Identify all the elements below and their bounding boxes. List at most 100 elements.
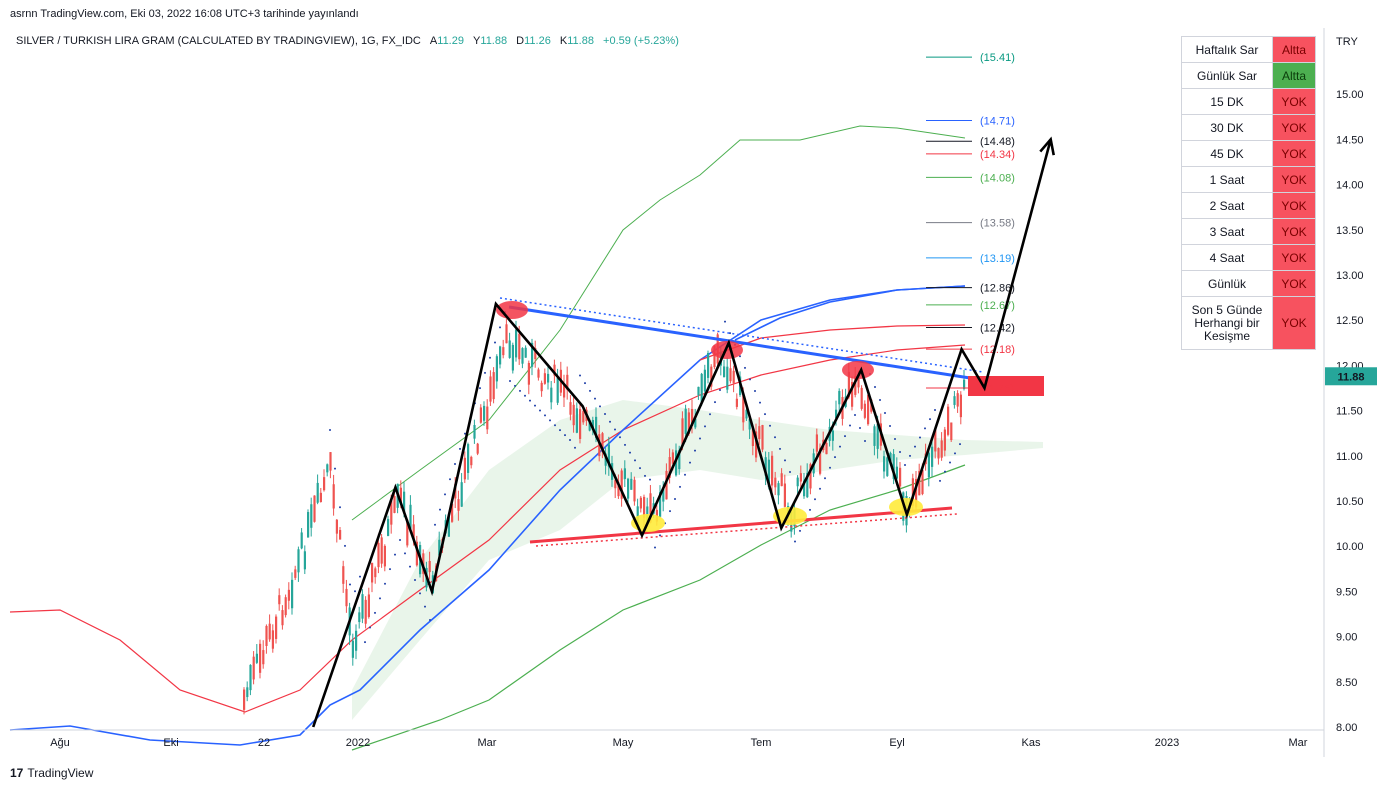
price-tick-label: 10.00 [1336, 541, 1364, 553]
sar-dot [344, 544, 346, 547]
candle-body [614, 480, 617, 489]
signal-row: 30 DK YOK [1181, 114, 1316, 141]
candle-body [710, 366, 713, 387]
candle-body [662, 487, 665, 502]
signal-status: Altta [1272, 36, 1316, 63]
sar-dot [659, 534, 661, 537]
candle-body [553, 364, 556, 376]
header-bar: asrnn TradingView.com, Eki 03, 2022 16:0… [0, 0, 1386, 28]
sar-dot [464, 432, 466, 435]
sar-dot [354, 590, 356, 593]
sar-dot [489, 356, 491, 359]
sar-dot [329, 429, 331, 431]
candle-body [463, 457, 466, 480]
candle-body [499, 346, 502, 365]
sar-dot [389, 568, 391, 571]
candle-body [307, 512, 310, 538]
low-label: D [516, 35, 525, 47]
candle-body [316, 482, 319, 503]
price-tick-label: 9.50 [1336, 586, 1357, 598]
sar-dot [779, 447, 781, 450]
sar-dot [384, 582, 386, 585]
candle-body [796, 477, 799, 487]
signal-status: YOK [1272, 218, 1316, 245]
candle-body [294, 569, 297, 578]
sar-dot [484, 371, 486, 374]
sar-dot [624, 443, 626, 446]
candle-body [566, 374, 569, 390]
candle-body [588, 420, 591, 431]
sar-dot [529, 399, 531, 402]
sar-dot [539, 409, 541, 412]
price-tick-label: 14.50 [1336, 134, 1364, 146]
candle-body [617, 482, 620, 497]
signal-row: 1 Saat YOK [1181, 166, 1316, 193]
candle-body [326, 464, 329, 473]
candle-body [940, 440, 943, 458]
candle-body [278, 595, 281, 605]
price-tick-label: 9.00 [1336, 632, 1357, 644]
signal-label: 3 Saat [1181, 218, 1273, 245]
sar-dot [774, 436, 776, 439]
time-axis[interactable]: Ağu Eki 22 2022 Mar May Tem Eyl Kas 2023 Mar [10, 729, 1324, 749]
sar-dot [544, 414, 546, 417]
signal-label: 15 DK [1181, 88, 1273, 115]
candle-body [476, 443, 479, 454]
low-value: 11.26 [524, 35, 551, 47]
sar-dot [844, 435, 846, 438]
candle-body [556, 377, 559, 403]
candle-body [550, 387, 553, 403]
time-tick-label: Kas [1022, 737, 1041, 749]
candle-body [377, 542, 380, 568]
candle-body [284, 597, 287, 616]
candle-body [547, 373, 550, 383]
candle-body [393, 496, 396, 513]
candle-body [671, 452, 674, 464]
price-chart[interactable]: (15.41) (14.71) (14.48)(14.34) (14.08) (13.5… [0, 28, 1386, 758]
sar-dot [809, 508, 811, 511]
candle-body [604, 453, 607, 466]
candle-body [643, 496, 646, 518]
sar-dot [364, 641, 366, 644]
sar-dot [429, 619, 431, 621]
candle-body [819, 448, 822, 474]
tradingview-logo-icon: 17 [10, 766, 24, 780]
sar-dot [614, 428, 616, 431]
trough-marker [773, 507, 807, 525]
price-axis[interactable]: TRY 8.00 8.50 9.00 9.50 10.00 10.50 11.00 11.50 1… [1323, 28, 1377, 757]
candle-body [479, 407, 482, 423]
price-tick-label: 15.00 [1336, 89, 1364, 101]
candle-body [745, 409, 748, 419]
candle-body [713, 345, 716, 368]
sar-dot [849, 424, 851, 427]
sar-dot [444, 493, 446, 496]
candle-body [508, 340, 511, 358]
candle-body [649, 493, 652, 523]
candle-body [918, 470, 921, 496]
candle-body [332, 484, 335, 509]
candle-body [303, 551, 306, 570]
level-label: (12.42) [980, 322, 1015, 334]
candle-body [735, 398, 738, 407]
high-value: 11.88 [480, 35, 508, 47]
sar-dot [584, 382, 586, 385]
sar-dot [619, 436, 621, 439]
candle-body [934, 429, 937, 452]
ichimoku-cloud-area [352, 400, 1043, 720]
footer: 17 TradingView [10, 766, 93, 780]
candle-body [886, 457, 889, 476]
candle-body [543, 373, 546, 384]
signal-row: Günlük Sar Altta [1181, 62, 1316, 89]
candle-body [806, 472, 809, 498]
candle-body [729, 368, 732, 382]
sar-dot [959, 443, 961, 446]
sar-dot [859, 427, 861, 429]
candle-body [415, 541, 418, 566]
candle-body [383, 545, 386, 567]
candle-body [579, 409, 582, 439]
sar-dot [794, 540, 796, 543]
symbol-name: SILVER / TURKISH LIRA GRAM (CALCULATED B… [16, 35, 421, 47]
candle-body [748, 418, 751, 430]
sar-dot [554, 424, 556, 427]
currency-label: TRY [1336, 36, 1358, 48]
